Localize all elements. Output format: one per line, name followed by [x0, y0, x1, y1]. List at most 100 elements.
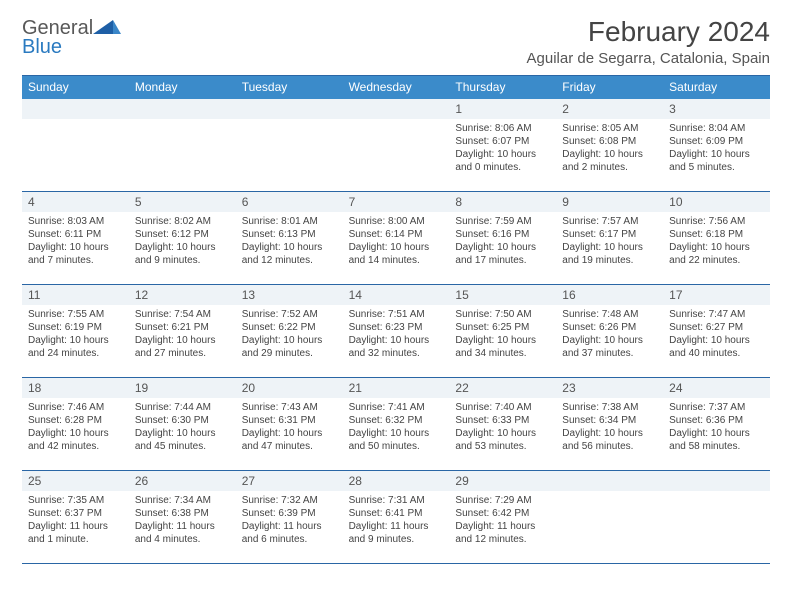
sunrise-text: Sunrise: 7:46 AM [28, 401, 123, 414]
sunrise-text: Sunrise: 7:54 AM [135, 308, 230, 321]
sunset-text: Sunset: 6:18 PM [669, 228, 764, 241]
day-number [556, 471, 663, 491]
day-info: Sunrise: 7:31 AMSunset: 6:41 PMDaylight:… [349, 494, 444, 546]
brand-logo: General Blue [22, 14, 121, 57]
day-number: 11 [22, 285, 129, 305]
day-cell [343, 119, 450, 191]
day-number: 22 [449, 378, 556, 398]
day-cell [22, 119, 129, 191]
day-number: 17 [663, 285, 770, 305]
day-cell: Sunrise: 7:56 AMSunset: 6:18 PMDaylight:… [663, 212, 770, 284]
weekday-mon: Monday [129, 76, 236, 99]
daylight-text: Daylight: 10 hours and 9 minutes. [135, 241, 230, 267]
day-cell: Sunrise: 7:35 AMSunset: 6:37 PMDaylight:… [22, 491, 129, 563]
sunrise-text: Sunrise: 7:40 AM [455, 401, 550, 414]
day-number: 2 [556, 99, 663, 119]
daylight-text: Daylight: 10 hours and 42 minutes. [28, 427, 123, 453]
day-info: Sunrise: 7:29 AMSunset: 6:42 PMDaylight:… [455, 494, 550, 546]
sunrise-text: Sunrise: 7:35 AM [28, 494, 123, 507]
day-info: Sunrise: 7:54 AMSunset: 6:21 PMDaylight:… [135, 308, 230, 360]
day-number: 29 [449, 471, 556, 491]
brand-word-1: General [22, 18, 93, 38]
sunrise-text: Sunrise: 7:38 AM [562, 401, 657, 414]
day-number: 19 [129, 378, 236, 398]
day-info: Sunrise: 7:46 AMSunset: 6:28 PMDaylight:… [28, 401, 123, 453]
sunrise-text: Sunrise: 7:29 AM [455, 494, 550, 507]
day-cell: Sunrise: 8:05 AMSunset: 6:08 PMDaylight:… [556, 119, 663, 191]
day-cell: Sunrise: 7:41 AMSunset: 6:32 PMDaylight:… [343, 398, 450, 470]
weeks-container: 123Sunrise: 8:06 AMSunset: 6:07 PMDaylig… [22, 99, 770, 564]
day-cell: Sunrise: 7:29 AMSunset: 6:42 PMDaylight:… [449, 491, 556, 563]
sunrise-text: Sunrise: 8:03 AM [28, 215, 123, 228]
week-row: Sunrise: 8:06 AMSunset: 6:07 PM Daylight:… [22, 119, 770, 192]
daylight-text: Daylight: 10 hours and 29 minutes. [242, 334, 337, 360]
daylight-text: Daylight: 11 hours and 4 minutes. [135, 520, 230, 546]
daylight-text: Daylight: 10 hours and 17 minutes. [455, 241, 550, 267]
sunrise-text: Sunrise: 8:00 AM [349, 215, 444, 228]
sunset-text: Sunset: 6:12 PM [135, 228, 230, 241]
day-number: 20 [236, 378, 343, 398]
sunset-text: Sunset: 6:38 PM [135, 507, 230, 520]
week-row: Sunrise: 7:46 AMSunset: 6:28 PMDaylight:… [22, 398, 770, 471]
day-info: Sunrise: 7:51 AMSunset: 6:23 PMDaylight:… [349, 308, 444, 360]
calendar-page: General Blue February 2024 Aguilar de Se… [0, 0, 792, 574]
sunrise-text: Sunrise: 7:31 AM [349, 494, 444, 507]
day-info: Sunrise: 7:47 AMSunset: 6:27 PMDaylight:… [669, 308, 764, 360]
day-info: Sunrise: 8:01 AMSunset: 6:13 PMDaylight:… [242, 215, 337, 267]
day-cell: Sunrise: 7:54 AMSunset: 6:21 PMDaylight:… [129, 305, 236, 377]
day-cell [663, 491, 770, 563]
sunset-text: Sunset: 6:37 PM [28, 507, 123, 520]
sunset-text: Sunset: 6:25 PM [455, 321, 550, 334]
day-info: Sunrise: 8:05 AMSunset: 6:08 PMDaylight:… [562, 122, 657, 174]
header-right: February 2024 Aguilar de Segarra, Catalo… [527, 14, 771, 75]
sunrise-text: Sunrise: 7:50 AM [455, 308, 550, 321]
weekday-tue: Tuesday [236, 76, 343, 99]
day-cell: Sunrise: 8:06 AMSunset: 6:07 PMDaylight:… [449, 119, 556, 191]
daylight-text: Daylight: 10 hours and 22 minutes. [669, 241, 764, 267]
month-title: February 2024 [527, 16, 771, 48]
weekday-header: Sunday Monday Tuesday Wednesday Thursday… [22, 76, 770, 99]
daynum-row: 11121314151617 [22, 285, 770, 305]
daylight-text: Daylight: 10 hours and 27 minutes. [135, 334, 230, 360]
day-cell: Sunrise: 7:52 AMSunset: 6:22 PMDaylight:… [236, 305, 343, 377]
day-number: 10 [663, 192, 770, 212]
day-cell [236, 119, 343, 191]
sunrise-text: Sunrise: 7:34 AM [135, 494, 230, 507]
day-info: Sunrise: 8:03 AMSunset: 6:11 PMDaylight:… [28, 215, 123, 267]
day-cell: Sunrise: 8:01 AMSunset: 6:13 PMDaylight:… [236, 212, 343, 284]
day-cell: Sunrise: 7:38 AMSunset: 6:34 PMDaylight:… [556, 398, 663, 470]
daylight-text: Daylight: 10 hours and 5 minutes. [669, 148, 764, 174]
day-number: 18 [22, 378, 129, 398]
daylight-text: Daylight: 10 hours and 53 minutes. [455, 427, 550, 453]
sunset-text: Sunset: 6:07 PM [455, 135, 550, 148]
day-info: Sunrise: 7:35 AMSunset: 6:37 PMDaylight:… [28, 494, 123, 546]
day-cell: Sunrise: 7:47 AMSunset: 6:27 PMDaylight:… [663, 305, 770, 377]
day-cell: Sunrise: 7:59 AMSunset: 6:16 PMDaylight:… [449, 212, 556, 284]
day-info: Sunrise: 7:34 AMSunset: 6:38 PMDaylight:… [135, 494, 230, 546]
sunset-text: Sunset: 6:21 PM [135, 321, 230, 334]
day-info: Sunrise: 8:04 AMSunset: 6:09 PMDaylight:… [669, 122, 764, 174]
daylight-text: Daylight: 10 hours and 45 minutes. [135, 427, 230, 453]
sunrise-text: Sunrise: 7:41 AM [349, 401, 444, 414]
daylight-text: Daylight: 10 hours and 56 minutes. [562, 427, 657, 453]
sunrise-text: Sunrise: 8:06 AM [455, 122, 550, 135]
day-cell: Sunrise: 7:51 AMSunset: 6:23 PMDaylight:… [343, 305, 450, 377]
day-cell: Sunrise: 7:50 AMSunset: 6:25 PMDaylight:… [449, 305, 556, 377]
day-cell: Sunrise: 8:03 AMSunset: 6:11 PMDaylight:… [22, 212, 129, 284]
sunrise-text: Sunrise: 7:57 AM [562, 215, 657, 228]
header-row: General Blue February 2024 Aguilar de Se… [22, 14, 770, 75]
day-cell [556, 491, 663, 563]
weekday-sun: Sunday [22, 76, 129, 99]
weekday-fri: Friday [556, 76, 663, 99]
sunrise-text: Sunrise: 7:51 AM [349, 308, 444, 321]
day-number: 3 [663, 99, 770, 119]
day-info: Sunrise: 7:41 AMSunset: 6:32 PMDaylight:… [349, 401, 444, 453]
day-info: Sunrise: 7:56 AMSunset: 6:18 PMDaylight:… [669, 215, 764, 267]
sunset-text: Sunset: 6:19 PM [28, 321, 123, 334]
weekday-thu: Thursday [449, 76, 556, 99]
sunset-text: Sunset: 6:39 PM [242, 507, 337, 520]
daylight-text: Daylight: 11 hours and 12 minutes. [455, 520, 550, 546]
day-number [343, 99, 450, 119]
day-info: Sunrise: 8:00 AMSunset: 6:14 PMDaylight:… [349, 215, 444, 267]
sunset-text: Sunset: 6:27 PM [669, 321, 764, 334]
